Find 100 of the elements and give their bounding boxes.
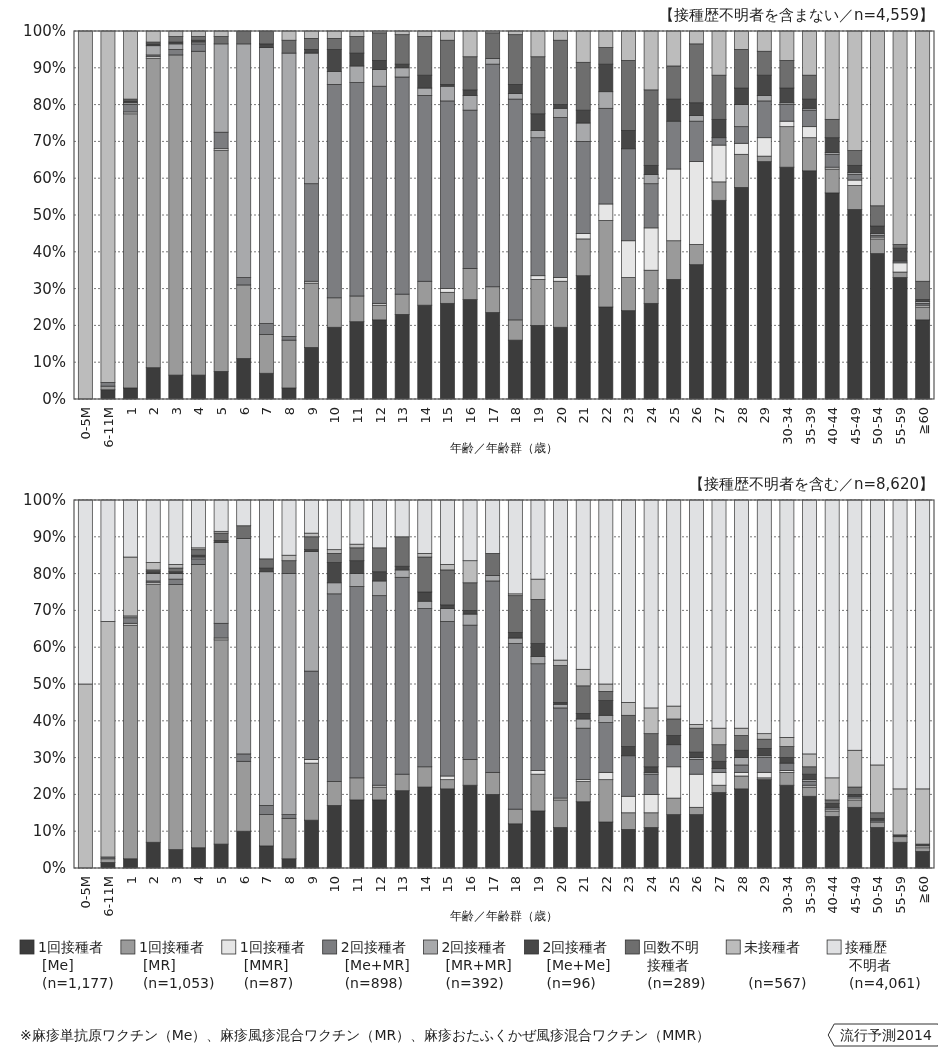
y-tick-label: 0%: [42, 390, 66, 408]
y-tick-label: 100%: [23, 22, 66, 40]
y-tick-label: 90%: [32, 527, 66, 546]
x-tick-label: 5: [214, 407, 230, 416]
x-tick-label: 9: [304, 407, 320, 416]
x-tick-label: 11: [349, 876, 365, 893]
y-tick-label: 50%: [32, 675, 66, 693]
x-tick-label: 3: [168, 407, 184, 416]
y-tick-label: 80%: [32, 95, 66, 114]
x-tick-label: 14: [417, 407, 433, 424]
x-tick-label: 12: [372, 876, 388, 893]
x-tick-label: 28: [734, 876, 750, 893]
x-tick-label: 4: [191, 876, 207, 885]
picture-badge: 流行予測2014: [827, 1023, 938, 1047]
x-tick-label: 29: [757, 407, 773, 424]
y-tick-label: 70%: [32, 132, 66, 151]
x-tick-label: 26: [689, 876, 705, 893]
y-tick-label: 20%: [32, 785, 66, 804]
x-tick-label: 45-49: [847, 876, 863, 914]
x-tick-label: 22: [598, 407, 614, 424]
x-tick-label: 2: [146, 407, 162, 416]
x-tick-label: 8: [282, 407, 297, 416]
chart-title: 【接種歴不明者を含む／n=8,620】: [688, 475, 934, 493]
legend-label: 2回接種者 [Me+Me] (n=96): [542, 939, 611, 991]
x-tick-label: 7: [259, 876, 275, 885]
x-tick-label: ≧60: [915, 876, 931, 904]
x-tick-label: 12: [372, 407, 388, 424]
x-tick-label: 35-39: [802, 407, 818, 445]
x-tick-label: 45-49: [847, 407, 863, 445]
y-tick-label: 90%: [32, 58, 66, 77]
x-tick-label: 2: [146, 876, 162, 885]
x-tick-label: 15: [440, 876, 456, 893]
x-tick-label: 9: [304, 876, 320, 885]
x-tick-label: 6: [236, 407, 252, 416]
x-axis-title: 年齢／年齢群（歳）: [450, 441, 558, 455]
x-tick-label: 10: [327, 407, 343, 424]
y-tick-label: 50%: [32, 206, 66, 224]
x-tick-label: 17: [485, 407, 501, 424]
x-tick-label: 0-5M: [78, 876, 94, 909]
y-tick-label: 100%: [23, 491, 66, 509]
x-tick-label: 22: [598, 876, 614, 893]
x-tick-label: 55-59: [893, 407, 909, 445]
x-tick-label: 24: [644, 876, 660, 893]
x-tick-label: 23: [621, 407, 637, 424]
x-tick-label: 25: [666, 876, 682, 893]
x-tick-label: 25: [666, 407, 682, 424]
legend-label: 2回接種者 [Me+MR] (n=898): [340, 939, 410, 991]
x-tick-label: 24: [644, 407, 660, 424]
x-tick-label: 1: [123, 407, 139, 416]
x-tick-label: 27: [712, 876, 727, 893]
y-tick-label: 60%: [32, 638, 66, 657]
x-tick-label: 20: [553, 407, 569, 424]
x-tick-label: 20: [553, 876, 569, 893]
x-tick-label: 28: [734, 407, 750, 424]
x-tick-label: 19: [530, 876, 546, 893]
legend-label: 1回接種者 [Me] (n=1,177): [38, 939, 114, 991]
y-tick-label: 30%: [32, 748, 66, 767]
x-tick-label: 40-44: [825, 407, 841, 445]
x-tick-label: ≧60: [915, 407, 931, 435]
x-tick-label: 10: [327, 876, 343, 893]
x-tick-label: 8: [282, 876, 297, 885]
x-tick-label: 6: [236, 876, 252, 885]
x-tick-label: 40-44: [825, 876, 841, 914]
x-tick-label: 23: [621, 876, 637, 893]
x-tick-label: 6-11M: [100, 876, 116, 917]
x-tick-label: 26: [689, 407, 705, 424]
legend-label: 回数不明接種者 (n=289): [643, 939, 706, 991]
x-tick-label: 55-59: [893, 876, 909, 914]
x-tick-label: 6-11M: [100, 407, 116, 448]
chart-title: 【接種歴不明者を含まない／n=4,559】: [658, 6, 934, 24]
y-tick-label: 10%: [32, 822, 66, 841]
x-tick-label: 30-34: [779, 876, 795, 914]
y-tick-label: 40%: [32, 711, 66, 730]
x-tick-label: 3: [168, 876, 184, 885]
x-tick-label: 21: [576, 876, 592, 893]
x-tick-label: 0-5M: [78, 407, 94, 440]
x-tick-label: 29: [757, 876, 773, 893]
x-tick-label: 17: [485, 876, 501, 893]
legend-label: 1回接種者 [MR] (n=1,053): [138, 939, 215, 991]
y-tick-label: 40%: [32, 242, 66, 261]
x-tick-label: 14: [417, 876, 433, 893]
x-tick-label: 50-54: [870, 876, 886, 914]
x-tick-label: 21: [576, 407, 592, 424]
x-tick-label: 7: [259, 407, 275, 416]
x-tick-label: 50-54: [870, 407, 886, 445]
text: 未接種者 (n=567): [744, 939, 807, 991]
x-tick-label: 19: [530, 407, 546, 424]
y-tick-label: 20%: [32, 316, 66, 335]
y-tick-label: 70%: [32, 601, 66, 620]
legend-label: 2回接種者 [MR+MR] (n=392): [441, 939, 512, 991]
x-tick-label: 18: [508, 407, 524, 424]
x-tick-label: 16: [463, 407, 479, 424]
x-tick-label: 35-39: [802, 876, 818, 914]
y-tick-label: 60%: [32, 169, 66, 188]
y-tick-label: 80%: [32, 564, 66, 583]
x-tick-label: 5: [214, 876, 230, 885]
legend-label: 1回接種者 [MMR] (n=87): [239, 939, 305, 991]
x-tick-label: 4: [191, 407, 207, 416]
text: ※麻疹単抗原ワクチン（Me）、麻疹風疹混合ワクチン（MR）、麻疹おたふくかぜ風疹混合ワクチン（MMR）: [20, 1027, 711, 1043]
x-axis-title: 年齢／年齢群（歳）: [450, 909, 558, 923]
